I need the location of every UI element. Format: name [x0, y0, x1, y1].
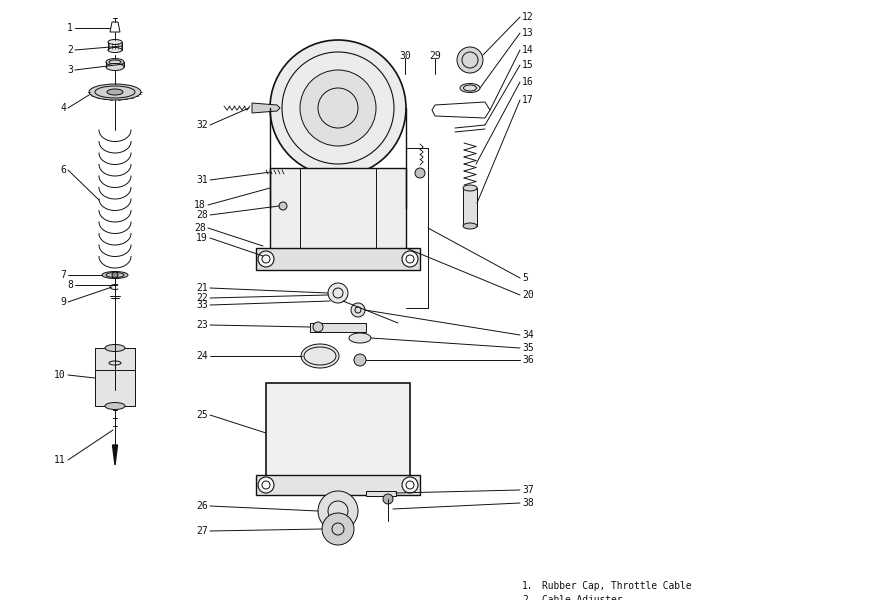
Text: 36: 36 [522, 355, 533, 365]
Ellipse shape [460, 83, 480, 92]
Text: 22: 22 [196, 293, 208, 303]
Ellipse shape [105, 403, 125, 409]
Text: 16: 16 [522, 77, 533, 87]
Text: 3: 3 [67, 65, 73, 75]
Text: 26: 26 [196, 501, 208, 511]
Circle shape [258, 477, 274, 493]
Ellipse shape [106, 58, 124, 65]
Circle shape [322, 513, 354, 545]
Text: 2: 2 [67, 45, 73, 55]
Bar [270, 168, 406, 258]
Text: 33: 33 [196, 300, 208, 310]
Text: 34: 34 [522, 330, 533, 340]
Ellipse shape [463, 185, 477, 191]
Text: 9: 9 [60, 297, 66, 307]
Text: 1: 1 [67, 23, 73, 33]
Text: 2.: 2. [522, 595, 533, 600]
Circle shape [270, 40, 406, 176]
Text: 28: 28 [196, 210, 208, 220]
Text: 7: 7 [60, 270, 66, 280]
Bar [310, 323, 366, 332]
Text: 35: 35 [522, 343, 533, 353]
Circle shape [354, 354, 366, 366]
Text: 17: 17 [522, 95, 533, 105]
Polygon shape [252, 103, 280, 113]
Text: Rubber Cap, Throttle Cable: Rubber Cap, Throttle Cable [542, 581, 691, 591]
Bar [266, 383, 410, 483]
Ellipse shape [349, 333, 371, 343]
Text: 14: 14 [522, 45, 533, 55]
Bar [256, 248, 420, 270]
Text: 15: 15 [522, 60, 533, 70]
Circle shape [328, 283, 348, 303]
Circle shape [112, 272, 118, 278]
Ellipse shape [102, 271, 128, 278]
Text: 13: 13 [522, 28, 533, 38]
Bar [95, 348, 135, 406]
Text: 23: 23 [196, 320, 208, 330]
Text: 5: 5 [522, 273, 528, 283]
Text: Cable Adjuster: Cable Adjuster [542, 595, 623, 600]
Circle shape [313, 322, 323, 332]
Circle shape [351, 303, 365, 317]
Bar [256, 475, 420, 495]
Text: 10: 10 [54, 370, 66, 380]
Text: 20: 20 [522, 290, 533, 300]
Circle shape [402, 251, 418, 267]
Text: 32: 32 [196, 120, 208, 130]
Text: 37: 37 [522, 485, 533, 495]
Bar [366, 491, 396, 496]
Text: 30: 30 [399, 51, 411, 61]
Ellipse shape [301, 344, 339, 368]
Text: 12: 12 [522, 12, 533, 22]
Ellipse shape [463, 223, 477, 229]
Circle shape [402, 477, 418, 493]
Text: 6: 6 [60, 165, 66, 175]
Text: 24: 24 [196, 351, 208, 361]
Polygon shape [112, 445, 117, 465]
Circle shape [279, 202, 287, 210]
Ellipse shape [108, 40, 122, 44]
Ellipse shape [106, 64, 124, 70]
Text: 25: 25 [196, 410, 208, 420]
Text: 4: 4 [60, 103, 66, 113]
Text: 31: 31 [196, 175, 208, 185]
Text: 8: 8 [67, 280, 73, 290]
Ellipse shape [89, 84, 141, 100]
Circle shape [300, 70, 376, 146]
Ellipse shape [107, 89, 123, 95]
Circle shape [383, 494, 393, 504]
Text: 27: 27 [196, 526, 208, 536]
Circle shape [457, 47, 483, 73]
Text: 19: 19 [196, 233, 208, 243]
Ellipse shape [105, 344, 125, 352]
Text: 38: 38 [522, 498, 533, 508]
Text: 29: 29 [429, 51, 441, 61]
Text: 11: 11 [54, 455, 66, 465]
Ellipse shape [108, 47, 122, 52]
Circle shape [318, 491, 358, 531]
Circle shape [415, 168, 425, 178]
Polygon shape [113, 390, 117, 395]
Text: 28: 28 [194, 223, 206, 233]
Circle shape [258, 251, 274, 267]
Text: 18: 18 [194, 200, 206, 210]
Text: 1.: 1. [522, 581, 533, 591]
Text: 21: 21 [196, 283, 208, 293]
Bar [463, 188, 477, 226]
